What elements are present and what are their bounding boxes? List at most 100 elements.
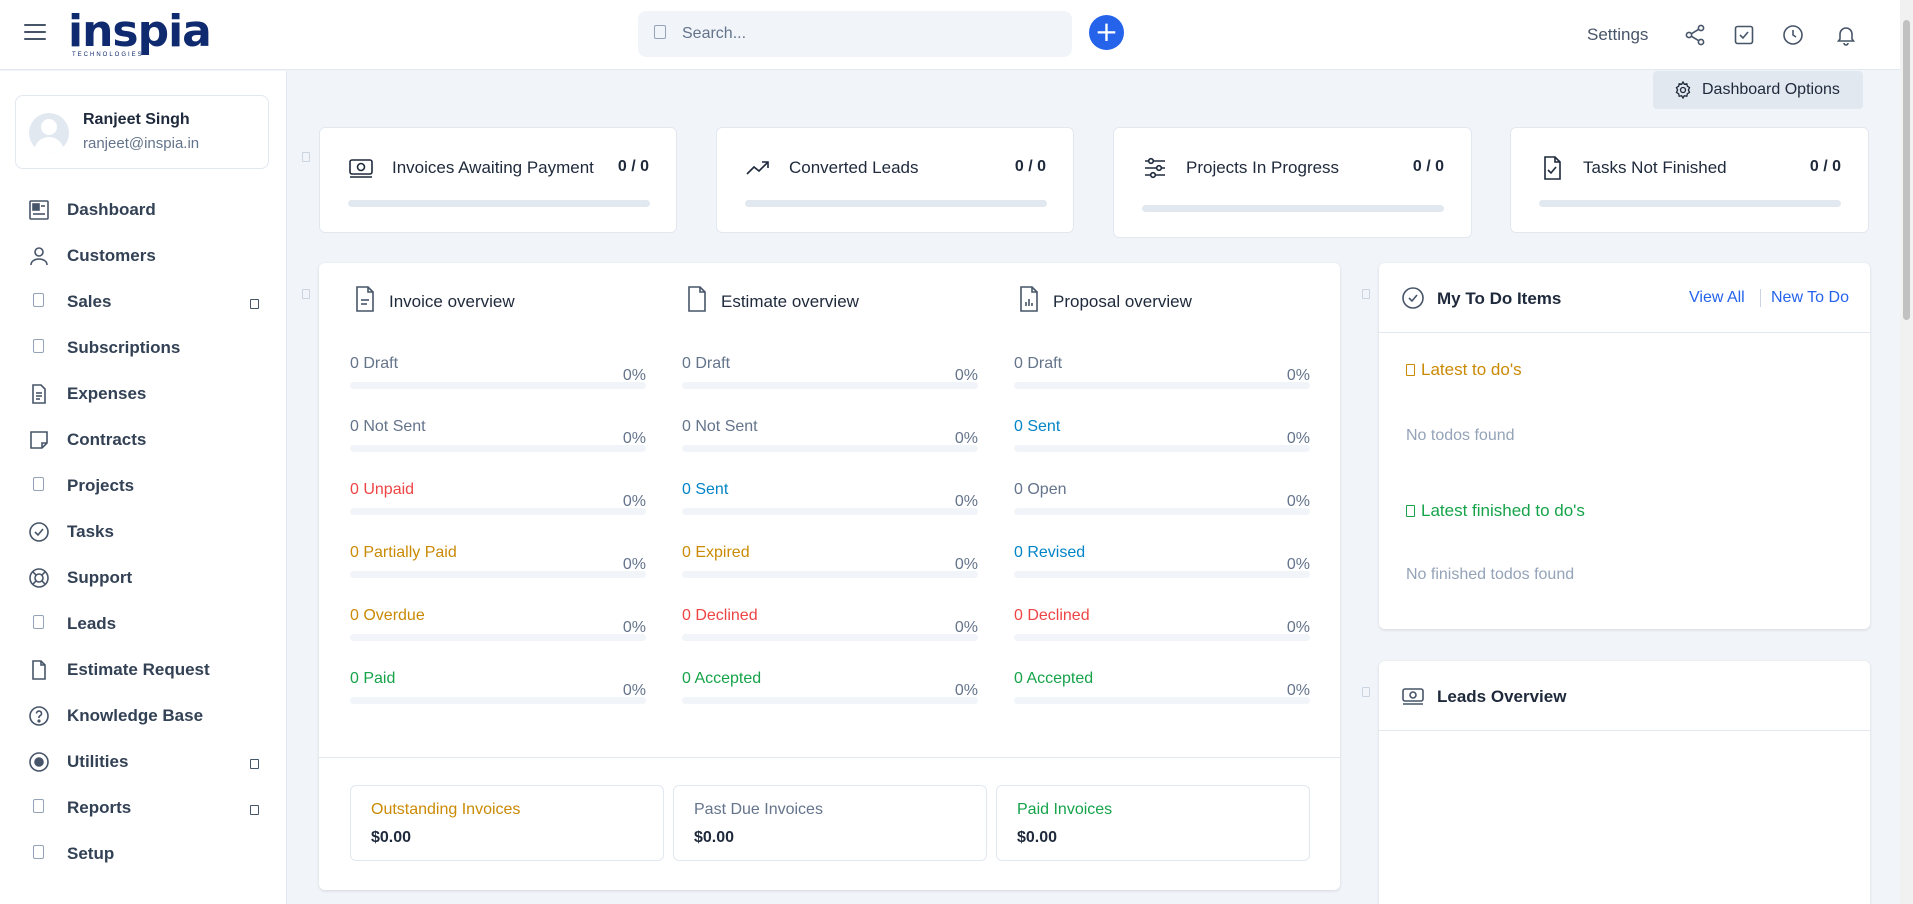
stat-label: Projects In Progress — [1186, 158, 1340, 177]
user-profile-card[interactable]: Ranjeet Singh ranjeet@inspia.in — [15, 95, 269, 169]
logo[interactable]: inspia TECHNOLOGIES — [68, 6, 212, 59]
sidebar-item-label: Knowledge Base — [67, 706, 204, 725]
stat-card-projects-in-progress[interactable]: Projects In Progress 0 / 0 — [1113, 127, 1472, 238]
outstanding-invoices-box[interactable]: Outstanding Invoices $0.00 — [350, 785, 664, 861]
overview-row[interactable]: 0 Accepted 0% — [682, 670, 978, 720]
sliders-icon — [1145, 157, 1165, 179]
divider — [319, 757, 1340, 758]
overview-row[interactable]: 0 Not Sent 0% — [350, 418, 646, 468]
share-icon[interactable] — [1683, 23, 1707, 47]
row-label: 0 Not Sent — [682, 418, 758, 435]
drag-handle[interactable] — [302, 152, 310, 162]
sidebar-item-knowledge-base[interactable]: Knowledge Base — [0, 693, 287, 739]
avatar — [29, 113, 69, 153]
logo-subtitle: TECHNOLOGIES — [72, 52, 144, 58]
overview-row[interactable]: 0 Declined 0% — [1014, 607, 1310, 657]
drag-handle[interactable] — [302, 289, 310, 299]
checkbox-icon[interactable] — [1732, 23, 1756, 47]
sidebar-item-estimate-request[interactable]: Estimate Request — [0, 647, 287, 693]
summary-value: $0.00 — [694, 829, 735, 846]
sidebar-item-label: Reports — [67, 798, 132, 817]
overview-row[interactable]: 0 Declined 0% — [682, 607, 978, 657]
page-scrollbar[interactable] — [1900, 0, 1913, 904]
row-percent: 0% — [622, 367, 646, 384]
row-percent: 0% — [954, 430, 978, 447]
sidebar-item-projects[interactable]: Projects — [0, 463, 287, 509]
stat-progress-bar — [348, 200, 650, 207]
chevron-down-icon[interactable] — [250, 805, 259, 815]
sidebar-item-contracts[interactable]: Contracts — [0, 417, 287, 463]
overview-row[interactable]: 0 Draft 0% — [682, 355, 978, 405]
stat-card-invoices-awaiting[interactable]: Invoices Awaiting Payment 0 / 0 — [319, 127, 677, 233]
row-label: 0 Overdue — [350, 607, 425, 624]
sidebar-item-support[interactable]: Support — [0, 555, 287, 601]
sidebar-item-tasks[interactable]: Tasks — [0, 509, 287, 555]
chevron-down-icon[interactable] — [250, 299, 259, 309]
chevron-down-icon[interactable] — [250, 759, 259, 769]
row-progress-bar — [1014, 508, 1310, 515]
user-name: Ranjeet Singh — [83, 111, 190, 128]
row-percent: 0% — [954, 619, 978, 636]
placeholder-icon — [33, 293, 44, 307]
sidebar-item-reports[interactable]: Reports — [0, 785, 287, 831]
sidebar-item-sales[interactable]: Sales — [0, 279, 287, 325]
new-todo-link[interactable]: New To Do — [1771, 289, 1849, 306]
quick-add-button[interactable]: + — [1089, 15, 1124, 50]
scrollbar-thumb[interactable] — [1903, 20, 1910, 320]
overview-row[interactable]: 0 Draft 0% — [350, 355, 646, 405]
stat-card-tasks-not-finished[interactable]: Tasks Not Finished 0 / 0 — [1510, 127, 1869, 233]
overview-row[interactable]: 0 Sent 0% — [682, 481, 978, 531]
sidebar-item-dashboard[interactable]: Dashboard — [0, 187, 287, 233]
sidebar-item-subscriptions[interactable]: Subscriptions — [0, 325, 287, 371]
overview-row[interactable]: 0 Open 0% — [1014, 481, 1310, 531]
bell-icon[interactable] — [1834, 23, 1858, 47]
sidebar-item-utilities[interactable]: Utilities — [0, 739, 287, 785]
placeholder-icon — [33, 799, 44, 813]
clock-icon[interactable] — [1781, 23, 1805, 47]
check-circle-icon — [1402, 287, 1424, 309]
overview-row[interactable]: 0 Paid 0% — [350, 670, 646, 720]
overview-row[interactable]: 0 Draft 0% — [1014, 355, 1310, 405]
row-percent: 0% — [1286, 493, 1310, 510]
placeholder-icon — [33, 845, 44, 859]
row-label: 0 Accepted — [1014, 670, 1094, 687]
search-input[interactable] — [682, 11, 1062, 57]
overview-row[interactable]: 0 Unpaid 0% — [350, 481, 646, 531]
row-percent: 0% — [1286, 430, 1310, 447]
todo-header: My To Do Items View All New To Do — [1379, 263, 1870, 333]
sidebar-item-label: Leads — [67, 614, 117, 633]
overview-row[interactable]: 0 Sent 0% — [1014, 418, 1310, 468]
sidebar-item-leads[interactable]: Leads — [0, 601, 287, 647]
overview-row[interactable]: 0 Accepted 0% — [1014, 670, 1310, 720]
sidebar-item-label: Expenses — [67, 384, 147, 403]
drag-handle[interactable] — [1362, 687, 1370, 697]
stat-progress-bar — [1539, 200, 1841, 207]
past-due-invoices-box[interactable]: Past Due Invoices $0.00 — [673, 785, 987, 861]
row-label: 0 Declined — [1014, 607, 1090, 624]
paid-invoices-box[interactable]: Paid Invoices $0.00 — [996, 785, 1310, 861]
summary-value: $0.00 — [371, 829, 412, 846]
stat-value: 0 / 0 — [1014, 158, 1046, 175]
overview-row[interactable]: 0 Overdue 0% — [350, 607, 646, 657]
overview-row[interactable]: 0 Revised 0% — [1014, 544, 1310, 594]
money-icon — [1402, 688, 1424, 705]
drag-handle[interactable] — [1362, 289, 1370, 299]
sidebar-item-setup[interactable]: Setup — [0, 831, 287, 877]
logo-text: inspia — [68, 6, 212, 57]
leads-header: Leads Overview — [1379, 661, 1870, 731]
search-box[interactable] — [638, 11, 1072, 57]
overview-row[interactable]: 0 Expired 0% — [682, 544, 978, 594]
row-label: 0 Unpaid — [350, 481, 415, 498]
sidebar-item-customers[interactable]: Customers — [0, 233, 287, 279]
overview-row[interactable]: 0 Not Sent 0% — [682, 418, 978, 468]
note-icon — [30, 431, 48, 449]
sidebar-item-expenses[interactable]: Expenses — [0, 371, 287, 417]
settings-link[interactable]: Settings — [1587, 25, 1649, 44]
row-percent: 0% — [622, 556, 646, 573]
dashboard-options-button[interactable]: Dashboard Options — [1653, 71, 1863, 109]
stat-card-converted-leads[interactable]: Converted Leads 0 / 0 — [716, 127, 1074, 233]
menu-icon[interactable] — [24, 24, 46, 44]
link-separator — [1760, 289, 1761, 307]
overview-row[interactable]: 0 Partially Paid 0% — [350, 544, 646, 594]
view-all-link[interactable]: View All — [1689, 289, 1745, 306]
